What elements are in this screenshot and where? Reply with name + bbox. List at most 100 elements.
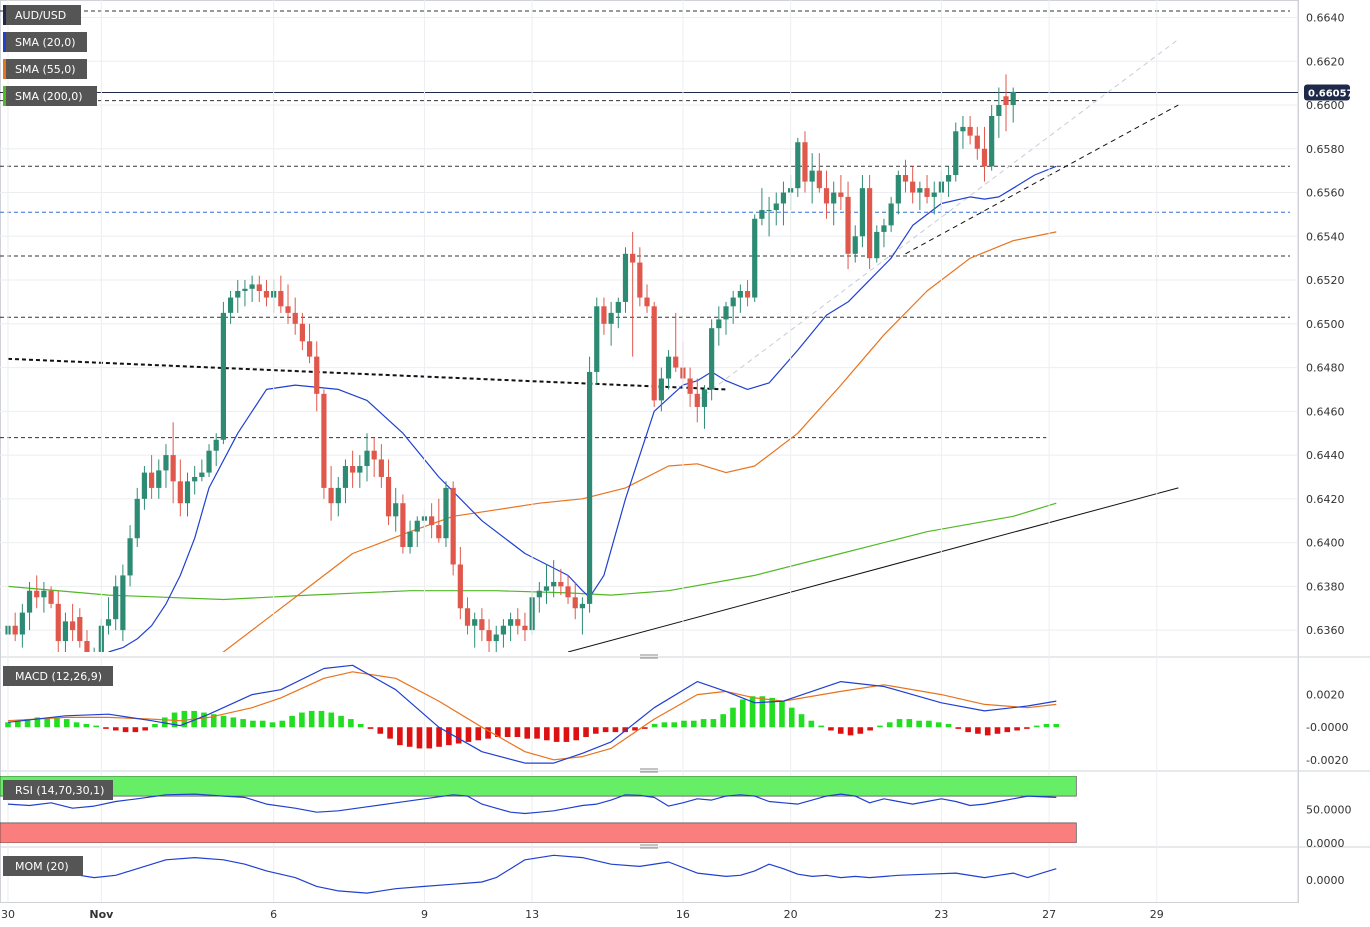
candle-body bbox=[508, 619, 514, 626]
candle-body bbox=[472, 619, 478, 626]
macd-histogram-bar bbox=[1024, 727, 1030, 729]
candle-body bbox=[235, 290, 241, 298]
candle-body bbox=[105, 619, 112, 626]
candle-body bbox=[536, 590, 542, 598]
candle-body bbox=[62, 621, 69, 642]
macd-histogram-bar bbox=[926, 720, 932, 728]
macd-histogram-bar bbox=[338, 715, 344, 728]
candle-body bbox=[945, 175, 952, 182]
candle-body bbox=[457, 564, 463, 609]
candle-body bbox=[321, 393, 327, 488]
macd-histogram-bar bbox=[857, 727, 864, 734]
macd-histogram-bar bbox=[5, 722, 11, 728]
macd-histogram-bar bbox=[700, 719, 707, 728]
macd-histogram-bar bbox=[54, 717, 60, 728]
candle-body bbox=[622, 253, 629, 302]
macd-histogram-bar bbox=[1053, 723, 1060, 728]
legend-item bbox=[3, 86, 97, 106]
macd-histogram-bar bbox=[377, 727, 384, 734]
macd-histogram-bar bbox=[83, 723, 90, 728]
candle-body bbox=[500, 625, 507, 635]
candle-body bbox=[917, 188, 923, 193]
macd-histogram-bar bbox=[485, 727, 491, 739]
candle-body bbox=[996, 105, 1002, 116]
candle-body bbox=[687, 378, 693, 394]
price-tick-label: 0.6540 bbox=[1306, 230, 1345, 243]
macd-histogram-bar bbox=[975, 727, 981, 734]
price-tick-label: 0.6620 bbox=[1306, 55, 1345, 68]
macd-histogram-bar bbox=[426, 727, 433, 749]
macd-histogram-bar bbox=[328, 712, 335, 728]
candle-body bbox=[586, 371, 593, 604]
candle-body bbox=[709, 328, 715, 390]
macd-histogram-bar bbox=[436, 727, 442, 747]
candle-body bbox=[895, 175, 901, 204]
candle-body bbox=[414, 520, 420, 532]
rsi-legend-label: RSI (14,70,30,1) bbox=[15, 784, 104, 797]
mom-legend-label: MOM (20) bbox=[15, 860, 69, 873]
macd-histogram-bar bbox=[112, 727, 119, 731]
candle-body bbox=[766, 210, 772, 212]
candle-body bbox=[464, 608, 471, 626]
macd-histogram-bar bbox=[788, 707, 795, 728]
candle-body bbox=[120, 575, 126, 631]
date-tick-label: 6 bbox=[270, 908, 277, 921]
macd-histogram-bar bbox=[250, 720, 256, 728]
candle-body bbox=[55, 603, 61, 642]
mom-legend bbox=[3, 856, 83, 876]
macd-histogram-bar bbox=[406, 727, 413, 747]
candle-body bbox=[299, 323, 305, 342]
macd-histogram-bar bbox=[945, 723, 952, 728]
macd-histogram-bar bbox=[142, 727, 148, 731]
candle-body bbox=[1003, 96, 1009, 106]
macd-histogram-bar bbox=[847, 727, 854, 736]
candle-body bbox=[335, 487, 341, 504]
candle-body bbox=[149, 472, 155, 488]
candle-body bbox=[385, 476, 392, 517]
last-price-label: 0.66057 bbox=[1308, 89, 1354, 100]
candle-body bbox=[737, 290, 743, 298]
candle-body bbox=[48, 590, 54, 604]
candle-body bbox=[665, 356, 672, 379]
candle-body bbox=[227, 297, 234, 313]
candle-body bbox=[974, 135, 980, 149]
macd-histogram-bar bbox=[446, 727, 452, 746]
candle-body bbox=[565, 586, 571, 598]
candle-body bbox=[314, 356, 320, 394]
candle-body bbox=[823, 188, 830, 204]
candle-body bbox=[371, 450, 377, 460]
macd-histogram-bar bbox=[299, 712, 305, 728]
candle-body bbox=[41, 590, 47, 598]
candle-body bbox=[673, 356, 679, 368]
candle-body bbox=[84, 641, 90, 652]
candle-body bbox=[630, 253, 636, 263]
macd-histogram-bar bbox=[103, 727, 109, 729]
candle-body bbox=[400, 503, 406, 547]
candle-body bbox=[881, 225, 887, 232]
macd-histogram-bar bbox=[63, 719, 70, 728]
candle-body bbox=[981, 148, 988, 167]
candle-body bbox=[888, 203, 894, 226]
candle-body bbox=[644, 297, 650, 307]
candle-body bbox=[486, 630, 492, 642]
candle-body bbox=[113, 586, 119, 620]
candle-body bbox=[156, 470, 162, 488]
mom-panel bbox=[7, 854, 1057, 894]
macd-histogram-bar bbox=[475, 727, 482, 741]
candle-body bbox=[701, 389, 708, 407]
macd-histogram-bar bbox=[544, 727, 550, 741]
price-panel bbox=[0, 10, 1298, 652]
candle-body bbox=[730, 297, 736, 307]
macd-histogram-bar bbox=[308, 710, 315, 728]
legend-item bbox=[3, 32, 87, 52]
macd-histogram-bar bbox=[1014, 727, 1020, 731]
price-tick-label: 0.6440 bbox=[1306, 449, 1345, 462]
macd-histogram-bar bbox=[357, 723, 364, 728]
candle-body bbox=[306, 341, 313, 357]
macd-histogram-bar bbox=[818, 725, 824, 728]
candle-body bbox=[867, 188, 873, 259]
macd-histogram-bar bbox=[642, 727, 648, 729]
macd-histogram-bar bbox=[563, 727, 570, 742]
candle-body bbox=[328, 487, 334, 504]
